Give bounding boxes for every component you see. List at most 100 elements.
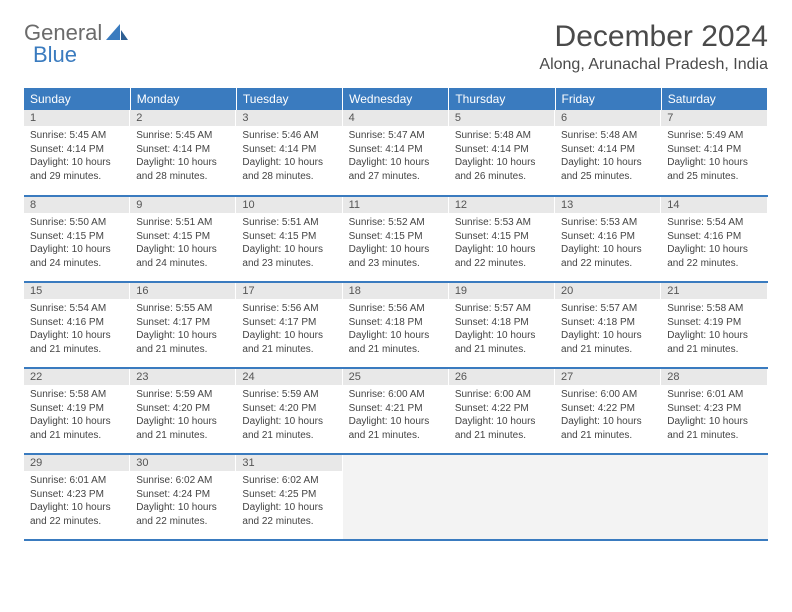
- sunrise-line: Sunrise: 6:02 AM: [242, 474, 336, 488]
- day-cell: 8Sunrise: 5:50 AMSunset: 4:15 PMDaylight…: [24, 196, 130, 282]
- sunrise-line: Sunrise: 5:46 AM: [242, 129, 336, 143]
- sunset-line: Sunset: 4:18 PM: [455, 316, 549, 330]
- sunset-line: Sunset: 4:15 PM: [30, 230, 124, 244]
- day-number: 7: [661, 110, 767, 126]
- day-number: 3: [236, 110, 342, 126]
- day-details: Sunrise: 5:45 AMSunset: 4:14 PMDaylight:…: [24, 126, 130, 187]
- sunrise-line: Sunrise: 5:45 AM: [136, 129, 230, 143]
- day-cell: 22Sunrise: 5:58 AMSunset: 4:19 PMDayligh…: [24, 368, 130, 454]
- daylight-line: Daylight: 10 hours and 23 minutes.: [349, 243, 443, 270]
- location-label: Along, Arunachal Pradesh, India: [539, 56, 768, 74]
- day-cell: 19Sunrise: 5:57 AMSunset: 4:18 PMDayligh…: [449, 282, 555, 368]
- sunrise-line: Sunrise: 5:48 AM: [561, 129, 655, 143]
- sunset-line: Sunset: 4:14 PM: [242, 143, 336, 157]
- daylight-line: Daylight: 10 hours and 21 minutes.: [349, 329, 443, 356]
- daylight-line: Daylight: 10 hours and 22 minutes.: [136, 501, 230, 528]
- daylight-line: Daylight: 10 hours and 21 minutes.: [561, 329, 655, 356]
- day-details: Sunrise: 5:51 AMSunset: 4:15 PMDaylight:…: [236, 213, 342, 274]
- sunset-line: Sunset: 4:23 PM: [667, 402, 761, 416]
- daylight-line: Daylight: 10 hours and 24 minutes.: [136, 243, 230, 270]
- day-cell: 1Sunrise: 5:45 AMSunset: 4:14 PMDaylight…: [24, 110, 130, 196]
- sunset-line: Sunset: 4:22 PM: [455, 402, 549, 416]
- day-number: 27: [555, 369, 661, 385]
- logo-sail-icon: [106, 24, 128, 40]
- day-details: Sunrise: 6:00 AMSunset: 4:22 PMDaylight:…: [449, 385, 555, 446]
- sunrise-line: Sunrise: 5:57 AM: [455, 302, 549, 316]
- sunrise-line: Sunrise: 5:54 AM: [30, 302, 124, 316]
- sunset-line: Sunset: 4:25 PM: [242, 488, 336, 502]
- daylight-line: Daylight: 10 hours and 21 minutes.: [561, 415, 655, 442]
- daylight-line: Daylight: 10 hours and 21 minutes.: [30, 415, 124, 442]
- sunrise-line: Sunrise: 5:57 AM: [561, 302, 655, 316]
- daylight-line: Daylight: 10 hours and 21 minutes.: [242, 415, 336, 442]
- day-header: Saturday: [661, 88, 767, 110]
- day-number: 29: [24, 455, 130, 471]
- day-details: Sunrise: 5:53 AMSunset: 4:15 PMDaylight:…: [449, 213, 555, 274]
- sunrise-line: Sunrise: 5:54 AM: [667, 216, 761, 230]
- sunset-line: Sunset: 4:23 PM: [30, 488, 124, 502]
- empty-cell: [343, 454, 449, 540]
- day-cell: 27Sunrise: 6:00 AMSunset: 4:22 PMDayligh…: [555, 368, 661, 454]
- day-header: Thursday: [449, 88, 555, 110]
- day-number: 23: [130, 369, 236, 385]
- daylight-line: Daylight: 10 hours and 21 minutes.: [242, 329, 336, 356]
- empty-cell: [555, 454, 661, 540]
- sunset-line: Sunset: 4:14 PM: [30, 143, 124, 157]
- day-cell: 25Sunrise: 6:00 AMSunset: 4:21 PMDayligh…: [343, 368, 449, 454]
- day-cell: 31Sunrise: 6:02 AMSunset: 4:25 PMDayligh…: [236, 454, 342, 540]
- sunrise-line: Sunrise: 6:00 AM: [561, 388, 655, 402]
- sunrise-line: Sunrise: 5:52 AM: [349, 216, 443, 230]
- day-cell: 14Sunrise: 5:54 AMSunset: 4:16 PMDayligh…: [661, 196, 767, 282]
- daylight-line: Daylight: 10 hours and 21 minutes.: [349, 415, 443, 442]
- page-header: General December 2024 Along, Arunachal P…: [24, 20, 768, 74]
- day-details: Sunrise: 5:55 AMSunset: 4:17 PMDaylight:…: [130, 299, 236, 360]
- day-cell: 4Sunrise: 5:47 AMSunset: 4:14 PMDaylight…: [343, 110, 449, 196]
- day-number: 11: [343, 197, 449, 213]
- day-number: 15: [24, 283, 130, 299]
- daylight-line: Daylight: 10 hours and 21 minutes.: [136, 329, 230, 356]
- sunset-line: Sunset: 4:21 PM: [349, 402, 443, 416]
- day-number: 10: [236, 197, 342, 213]
- daylight-line: Daylight: 10 hours and 22 minutes.: [30, 501, 124, 528]
- day-details: Sunrise: 6:00 AMSunset: 4:21 PMDaylight:…: [343, 385, 449, 446]
- daylight-line: Daylight: 10 hours and 21 minutes.: [455, 329, 549, 356]
- day-details: Sunrise: 5:51 AMSunset: 4:15 PMDaylight:…: [130, 213, 236, 274]
- day-cell: 16Sunrise: 5:55 AMSunset: 4:17 PMDayligh…: [130, 282, 236, 368]
- daylight-line: Daylight: 10 hours and 28 minutes.: [136, 156, 230, 183]
- sunrise-line: Sunrise: 5:49 AM: [667, 129, 761, 143]
- day-details: Sunrise: 5:57 AMSunset: 4:18 PMDaylight:…: [555, 299, 661, 360]
- day-details: Sunrise: 5:48 AMSunset: 4:14 PMDaylight:…: [449, 126, 555, 187]
- day-number: 25: [343, 369, 449, 385]
- day-number: 8: [24, 197, 130, 213]
- day-cell: 20Sunrise: 5:57 AMSunset: 4:18 PMDayligh…: [555, 282, 661, 368]
- daylight-line: Daylight: 10 hours and 22 minutes.: [561, 243, 655, 270]
- sunset-line: Sunset: 4:14 PM: [561, 143, 655, 157]
- day-cell: 28Sunrise: 6:01 AMSunset: 4:23 PMDayligh…: [661, 368, 767, 454]
- day-header: Tuesday: [236, 88, 342, 110]
- day-header: Sunday: [24, 88, 130, 110]
- day-number: 12: [449, 197, 555, 213]
- day-number: 14: [661, 197, 767, 213]
- day-details: Sunrise: 5:58 AMSunset: 4:19 PMDaylight:…: [661, 299, 767, 360]
- logo-text-2: Blue: [33, 42, 77, 68]
- day-number: 13: [555, 197, 661, 213]
- day-cell: 9Sunrise: 5:51 AMSunset: 4:15 PMDaylight…: [130, 196, 236, 282]
- sunrise-line: Sunrise: 6:01 AM: [667, 388, 761, 402]
- day-cell: 24Sunrise: 5:59 AMSunset: 4:20 PMDayligh…: [236, 368, 342, 454]
- sunset-line: Sunset: 4:15 PM: [455, 230, 549, 244]
- day-header-row: SundayMondayTuesdayWednesdayThursdayFrid…: [24, 88, 768, 110]
- daylight-line: Daylight: 10 hours and 21 minutes.: [30, 329, 124, 356]
- day-details: Sunrise: 5:54 AMSunset: 4:16 PMDaylight:…: [24, 299, 130, 360]
- sunrise-line: Sunrise: 6:00 AM: [349, 388, 443, 402]
- sunrise-line: Sunrise: 5:53 AM: [455, 216, 549, 230]
- day-number: 2: [130, 110, 236, 126]
- day-details: Sunrise: 6:01 AMSunset: 4:23 PMDaylight:…: [661, 385, 767, 446]
- day-number: 17: [236, 283, 342, 299]
- day-details: Sunrise: 5:52 AMSunset: 4:15 PMDaylight:…: [343, 213, 449, 274]
- day-details: Sunrise: 6:02 AMSunset: 4:25 PMDaylight:…: [236, 471, 342, 532]
- sunset-line: Sunset: 4:16 PM: [561, 230, 655, 244]
- day-details: Sunrise: 5:56 AMSunset: 4:17 PMDaylight:…: [236, 299, 342, 360]
- day-cell: 18Sunrise: 5:56 AMSunset: 4:18 PMDayligh…: [343, 282, 449, 368]
- sunrise-line: Sunrise: 5:48 AM: [455, 129, 549, 143]
- sunrise-line: Sunrise: 5:51 AM: [136, 216, 230, 230]
